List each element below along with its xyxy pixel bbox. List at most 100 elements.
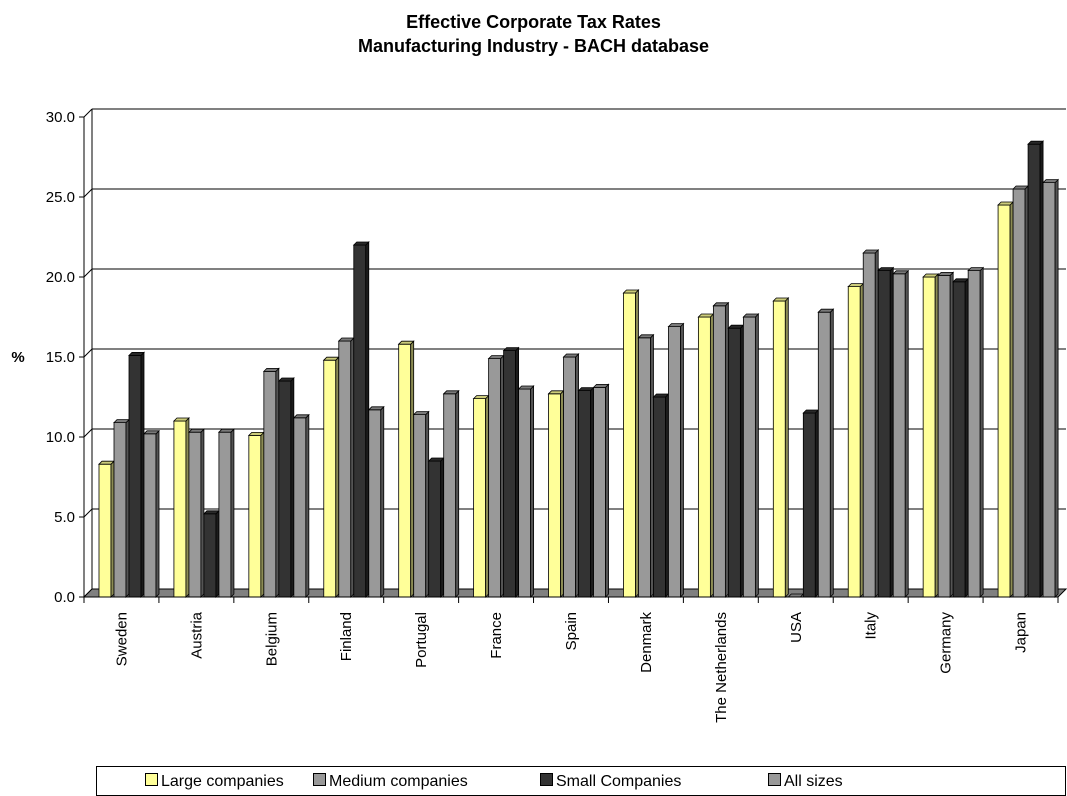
- bar-top: [952, 278, 970, 283]
- bar: [502, 346, 520, 598]
- legend-label: Small Companies: [556, 773, 682, 790]
- y-tick-label: 0.0: [54, 589, 75, 606]
- bar-front: [443, 393, 457, 598]
- x-tick-label: Denmark: [638, 612, 655, 673]
- y-tick-label: 15.0: [46, 349, 75, 366]
- bar-side: [964, 277, 969, 598]
- bar: [322, 356, 340, 598]
- bar-front: [218, 431, 232, 598]
- bar-front: [278, 380, 292, 598]
- bar-front: [188, 431, 202, 598]
- wall-gridline: [83, 348, 93, 358]
- bar: [802, 409, 820, 598]
- bar-top: [592, 383, 610, 388]
- x-tick-label: France: [488, 612, 505, 659]
- bar-top: [98, 460, 115, 465]
- chart-subtitle: Manufacturing Industry - BACH database: [357, 36, 710, 56]
- bar-front: [488, 358, 502, 598]
- bar: [472, 394, 490, 598]
- bar-top: [727, 324, 745, 329]
- bar-side: [365, 241, 370, 598]
- x-tick-label: Austria: [188, 611, 205, 658]
- bar: [337, 337, 355, 598]
- bar: [622, 289, 640, 598]
- bar-side: [904, 269, 909, 598]
- bar-side: [814, 409, 819, 598]
- x-tick-label: Italy: [863, 612, 880, 640]
- bar-front: [638, 337, 651, 598]
- bar: [667, 322, 685, 598]
- bar: [187, 428, 205, 598]
- bar-top: [113, 419, 130, 424]
- bar-front: [892, 273, 906, 598]
- bar-front: [967, 270, 981, 598]
- bar: [262, 367, 280, 598]
- bar-side: [425, 410, 430, 598]
- bar-side: [784, 297, 789, 598]
- bar: [487, 354, 505, 598]
- legend-item: All sizes: [768, 773, 843, 791]
- bar-front: [473, 398, 487, 598]
- bar: [652, 393, 670, 598]
- bar-front: [98, 463, 112, 598]
- y-tick-label: 20.0: [46, 269, 75, 286]
- bar-front: [1027, 143, 1041, 598]
- bar-front: [623, 292, 636, 598]
- legend-item: Small Companies: [540, 773, 681, 791]
- bar-front: [173, 420, 187, 598]
- bar: [862, 249, 880, 598]
- bar-front: [143, 433, 157, 598]
- bar-front: [817, 311, 831, 598]
- bar-top: [577, 387, 595, 392]
- bar-front: [802, 412, 816, 598]
- bar-top: [172, 417, 190, 422]
- bar: [397, 340, 415, 598]
- bar-top: [922, 273, 940, 278]
- bar-top: [247, 431, 265, 436]
- bar-side: [140, 351, 145, 598]
- bar-top: [128, 351, 145, 356]
- bar-side: [1024, 185, 1029, 598]
- y-tick-label: 25.0: [46, 189, 75, 206]
- bar-top: [862, 249, 880, 254]
- bar: [937, 271, 955, 598]
- bar: [98, 460, 115, 598]
- bar-top: [187, 428, 205, 433]
- bar-side: [185, 417, 190, 598]
- bar-side: [650, 333, 654, 598]
- legend-label: All sizes: [784, 773, 843, 790]
- bar-side: [350, 337, 355, 598]
- bar-side: [979, 266, 984, 598]
- bar: [637, 333, 655, 598]
- bar: [427, 457, 445, 598]
- bar-front: [263, 370, 277, 598]
- bar-top: [817, 308, 835, 313]
- bar-top: [937, 271, 955, 276]
- bar: [352, 241, 370, 598]
- bar-side: [949, 271, 954, 598]
- bar: [922, 273, 940, 598]
- bar-front: [727, 327, 741, 598]
- bar-side: [934, 273, 939, 598]
- bar-top: [1012, 185, 1030, 190]
- bar-side: [410, 340, 415, 598]
- bar-top: [967, 267, 985, 272]
- bar-side: [380, 405, 385, 598]
- bar: [442, 389, 460, 598]
- bar-top: [277, 377, 295, 382]
- wall-gridline: [83, 108, 93, 118]
- legend-label: Large companies: [161, 773, 284, 790]
- x-tick-label: Sweden: [113, 612, 130, 666]
- bar-side: [290, 377, 295, 598]
- bar: [143, 429, 160, 598]
- wall-gridline: [83, 428, 93, 438]
- bar-side: [305, 413, 310, 598]
- legend-swatch: [540, 773, 553, 786]
- bar-front: [503, 350, 517, 598]
- bar-front: [1042, 182, 1056, 598]
- bar-front: [593, 386, 606, 598]
- bar-top: [562, 353, 580, 358]
- bar-top: [427, 457, 445, 462]
- bar-front: [428, 460, 442, 598]
- bar: [292, 413, 310, 598]
